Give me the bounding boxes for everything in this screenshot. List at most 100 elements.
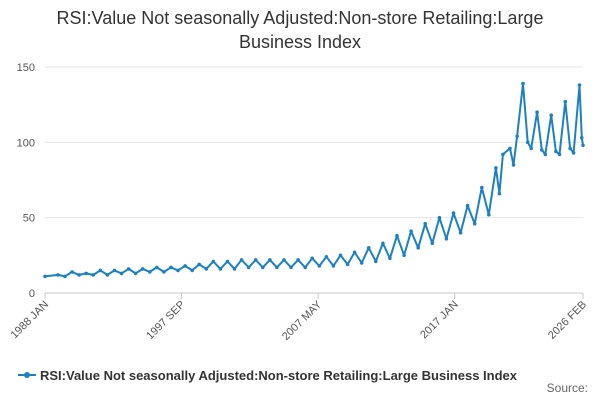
data-point — [352, 250, 357, 255]
data-point — [381, 241, 385, 246]
data-point — [465, 203, 470, 208]
data-point — [472, 221, 477, 226]
data-point — [359, 261, 364, 265]
data-point — [451, 211, 456, 215]
series-line — [44, 82, 584, 278]
data-point — [577, 83, 582, 87]
chart-title: RSI:Value Not seasonally Adjusted:Non-st… — [0, 6, 600, 54]
data-point — [119, 271, 124, 276]
x-tick-label: 1997 SEP — [144, 299, 188, 343]
data-point — [190, 268, 194, 273]
data-point — [554, 149, 558, 154]
data-point — [296, 258, 300, 262]
data-point — [91, 273, 96, 277]
data-point — [218, 267, 223, 271]
x-tick-label: 2026 FEB — [546, 299, 589, 342]
data-point — [480, 185, 484, 190]
data-point — [261, 265, 265, 270]
data-point — [148, 270, 152, 274]
data-point — [580, 136, 584, 140]
data-point — [345, 262, 350, 267]
data-point — [529, 146, 533, 151]
data-point — [324, 254, 329, 259]
data-point — [239, 258, 244, 262]
data-point — [225, 259, 230, 264]
data-point — [494, 166, 498, 170]
y-tick-label: 0 — [29, 288, 35, 300]
data-point — [497, 191, 502, 196]
data-point — [204, 267, 209, 271]
data-point — [56, 273, 60, 277]
data-point — [402, 253, 406, 258]
data-point — [43, 274, 47, 279]
data-point — [268, 258, 272, 262]
data-point — [84, 271, 88, 276]
data-point — [423, 221, 428, 226]
data-point — [112, 268, 117, 273]
legend-label: RSI:Value Not seasonally Adjusted:Non-st… — [40, 367, 518, 383]
data-point — [430, 241, 435, 246]
data-point — [444, 237, 449, 241]
data-point — [176, 268, 180, 273]
y-tick-label: 100 — [17, 137, 35, 149]
y-tick-label: 150 — [17, 62, 35, 74]
data-point — [140, 267, 145, 271]
data-point — [275, 265, 279, 270]
data-point — [525, 140, 530, 145]
data-point — [310, 256, 315, 261]
data-point — [409, 229, 413, 233]
data-point — [374, 259, 378, 264]
data-point — [571, 151, 576, 155]
data-point — [521, 81, 525, 86]
data-point — [543, 152, 548, 157]
data-point — [366, 246, 371, 250]
data-point — [70, 270, 74, 274]
data-point — [303, 265, 308, 270]
data-point — [211, 259, 216, 264]
data-point — [458, 230, 463, 235]
data-point — [540, 148, 544, 152]
data-point — [289, 265, 293, 270]
data-point — [416, 246, 421, 250]
data-point — [338, 253, 343, 258]
data-point — [508, 146, 512, 151]
chart-title-line-1: RSI:Value Not seasonally Adjusted:Non-st… — [56, 8, 544, 28]
data-point — [169, 265, 173, 270]
data-point — [162, 270, 166, 274]
data-point — [557, 152, 562, 157]
data-point — [317, 264, 322, 268]
data-point — [183, 264, 187, 268]
data-point — [133, 271, 138, 276]
data-point — [253, 258, 258, 262]
x-tick-label: 1988 JAN — [8, 299, 51, 342]
y-tick-label: 50 — [23, 213, 35, 225]
data-point — [388, 256, 392, 261]
data-point — [437, 215, 442, 220]
data-point — [515, 134, 519, 139]
x-tick-label: 2007 MAY — [280, 298, 325, 343]
x-tick-label: 2017 JAN — [418, 299, 461, 342]
chart-title-line-2: Business Index — [238, 32, 362, 52]
data-point — [331, 264, 336, 268]
legend-line-marker-icon — [18, 370, 36, 380]
data-point — [197, 262, 201, 267]
data-point — [581, 143, 585, 148]
data-point — [563, 99, 568, 104]
data-point — [535, 110, 539, 114]
data-point — [126, 267, 131, 271]
source-label: Source: — [546, 381, 588, 395]
data-point — [155, 265, 159, 270]
data-point — [395, 233, 399, 238]
data-point — [232, 267, 237, 271]
data-point — [246, 265, 251, 270]
data-point — [282, 258, 286, 262]
legend[interactable]: RSI:Value Not seasonally Adjusted:Non-st… — [18, 366, 517, 384]
data-point — [511, 163, 516, 167]
data-point — [77, 273, 81, 277]
data-point — [568, 146, 572, 151]
data-point — [63, 274, 67, 279]
data-point — [487, 212, 491, 217]
data-point — [105, 273, 110, 277]
data-point — [98, 268, 103, 273]
